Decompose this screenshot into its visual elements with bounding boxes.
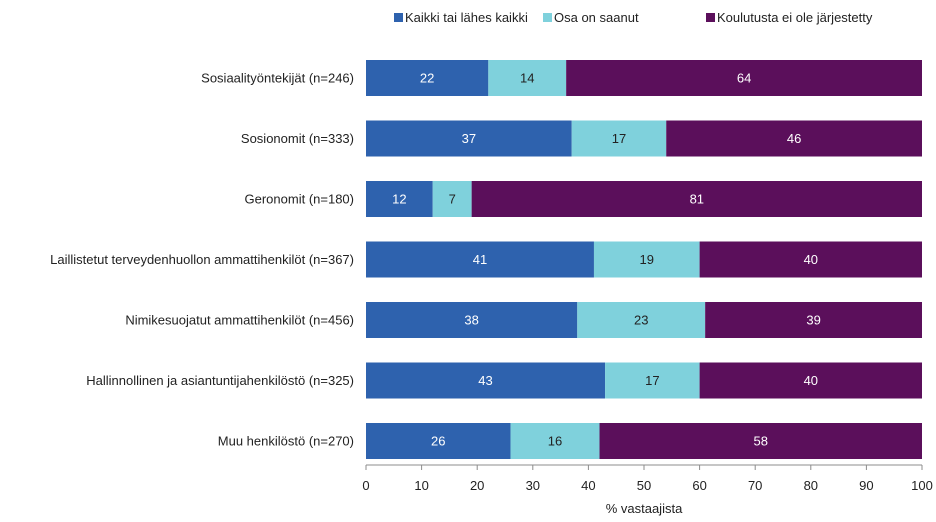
data-label: 17 (645, 373, 659, 388)
bar-segment (666, 120, 922, 157)
category-label: Nimikesuojatut ammattihenkilöt (n=456) (125, 313, 354, 328)
category-label: Sosionomit (n=333) (241, 131, 354, 146)
data-label: 58 (754, 434, 768, 449)
x-tick-label: 30 (526, 478, 540, 493)
x-tick-label: 70 (748, 478, 762, 493)
bar-segment (366, 60, 489, 96)
bar-segment (566, 60, 922, 96)
x-tick-label: 50 (637, 478, 651, 493)
data-label: 23 (634, 313, 648, 328)
data-label: 41 (473, 252, 487, 267)
bar-segment (699, 241, 922, 278)
x-tick-label: 60 (692, 478, 706, 493)
data-label: 37 (462, 131, 476, 146)
data-label: 40 (804, 252, 818, 267)
bar-segment (593, 241, 700, 278)
bar-segment (571, 120, 667, 157)
legend-label: Kaikki tai lähes kaikki (405, 10, 528, 25)
data-label: 81 (690, 192, 704, 207)
bar-segment (366, 302, 578, 338)
bar-segment (366, 423, 511, 459)
data-label: 40 (804, 373, 818, 388)
legend-label: Koulutusta ei ole järjestetty (717, 10, 873, 25)
data-label: 38 (464, 313, 478, 328)
bar-segment (488, 60, 567, 96)
x-tick-label: 100 (911, 478, 933, 493)
data-label: 14 (520, 71, 534, 86)
x-tick-label: 90 (859, 478, 873, 493)
category-label: Hallinnollinen ja asiantuntijahenkilöstö… (86, 373, 354, 388)
data-label: 43 (478, 373, 492, 388)
bar-segment (705, 302, 922, 338)
data-label: 46 (787, 131, 801, 146)
data-label: 39 (806, 313, 820, 328)
x-tick-label: 10 (414, 478, 428, 493)
bar-segment (366, 181, 433, 217)
bar-segment (471, 181, 922, 217)
legend: Kaikki tai lähes kaikki Osa on saanut Koul… (394, 10, 873, 25)
bar-segment (366, 241, 594, 278)
data-label: 26 (431, 434, 445, 449)
bar-segment (366, 362, 606, 399)
data-label: 17 (612, 131, 626, 146)
data-label: 16 (548, 434, 562, 449)
bar-segment (699, 362, 922, 399)
legend-label: Osa on saanut (554, 10, 639, 25)
category-label: Sosiaalityöntekijät (n=246) (201, 71, 354, 86)
x-axis: 0 10 20 30 40 50 60 70 80 90 100 (362, 464, 933, 493)
x-axis-title: % vastaajista (606, 501, 683, 516)
data-label: 64 (737, 71, 751, 86)
x-tick-label: 20 (470, 478, 484, 493)
data-label: 19 (640, 252, 654, 267)
data-label: 7 (449, 192, 456, 207)
legend-swatch (543, 13, 552, 22)
x-tick-label: 80 (804, 478, 818, 493)
bar-segment (366, 120, 572, 157)
legend-swatch (394, 13, 403, 22)
bar-segment (432, 181, 472, 217)
category-label: Geronomit (n=180) (245, 192, 354, 207)
plot-area: 22 14 64 37 17 46 12 7 81 41 19 40 38 23 39 43 17 40 26 16 5… (366, 60, 922, 459)
bar-segment (599, 423, 922, 459)
category-label: Muu henkilöstö (n=270) (218, 434, 354, 449)
category-label: Laillistetut terveydenhuollon ammattihen… (50, 252, 354, 267)
bar-segment (577, 302, 706, 338)
x-tick-label: 40 (581, 478, 595, 493)
category-labels: Sosiaalityöntekijät (n=246) Sosionomit (n… (50, 71, 354, 449)
bar-segment (605, 362, 700, 399)
data-label: 22 (420, 71, 434, 86)
data-label: 12 (392, 192, 406, 207)
legend-swatch (706, 13, 715, 22)
bar-segment (510, 423, 600, 459)
x-tick-label: 0 (362, 478, 369, 493)
